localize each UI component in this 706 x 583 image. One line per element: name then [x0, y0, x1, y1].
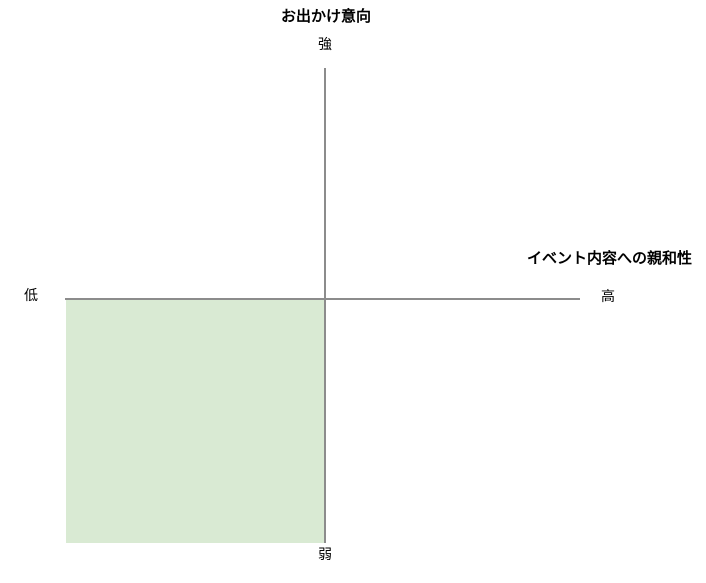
x-axis-left-label: 低 — [24, 287, 38, 303]
bottom-left-quadrant-fill — [66, 300, 324, 543]
y-axis-title: お出かけ意向 — [280, 8, 372, 25]
vertical-axis-line — [324, 68, 326, 543]
y-axis-bottom-label: 弱 — [318, 546, 332, 562]
horizontal-axis-line — [65, 298, 580, 300]
y-axis-top-label: 強 — [318, 36, 332, 52]
x-axis-title: イベント内容への親和性 — [526, 250, 692, 267]
x-axis-right-label: 高 — [601, 288, 615, 304]
